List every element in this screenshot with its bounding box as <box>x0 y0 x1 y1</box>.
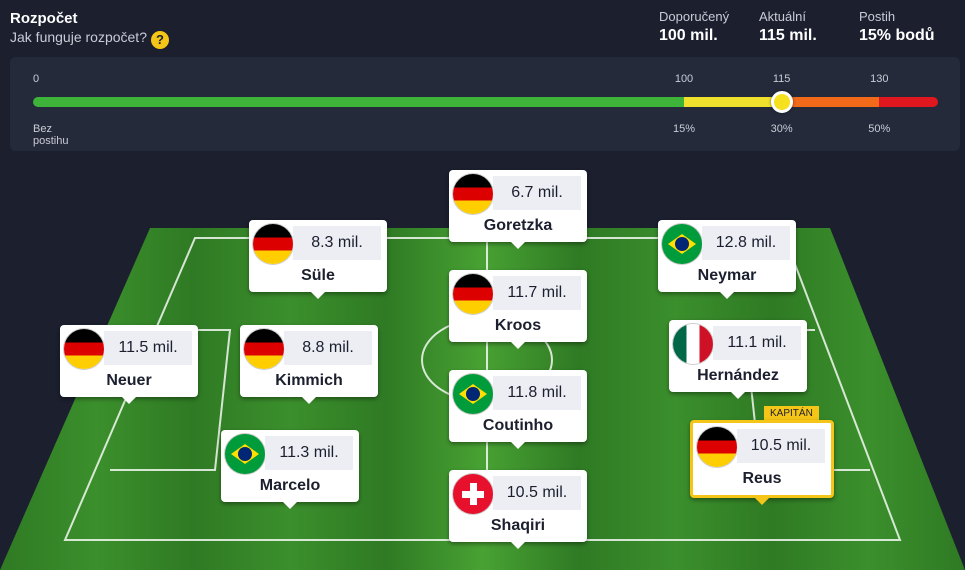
stat-value: 15% bodů <box>859 27 935 44</box>
player-card[interactable]: 6.7 mil. Goretzka <box>449 170 587 249</box>
flag <box>64 329 104 369</box>
flag <box>225 434 265 474</box>
player-card[interactable]: 11.7 mil. Kroos <box>449 270 587 349</box>
flag <box>662 224 702 264</box>
player-card[interactable]: 12.8 mil. Neymar <box>658 220 796 299</box>
player-card[interactable]: 10.5 mil. Reus <box>690 420 834 505</box>
budget-segment <box>879 97 938 107</box>
penalty-label: 15% <box>672 123 696 135</box>
price: 11.8 mil. <box>493 376 581 410</box>
price: 11.1 mil. <box>713 326 801 360</box>
player-name: Kroos <box>494 317 542 334</box>
stat: Postih 15% bodů <box>859 9 935 45</box>
budget-tick: 115 <box>772 73 791 85</box>
stat-label: Postih <box>859 9 896 24</box>
help-icon[interactable]: ? <box>150 31 169 49</box>
player-card[interactable]: 11.3 mil. Marcelo <box>221 430 359 509</box>
player-name: Reus <box>742 470 782 487</box>
player-name: Hernández <box>697 367 779 384</box>
flag <box>697 427 737 467</box>
price: 6.7 mil. <box>493 176 581 210</box>
player-name: Shaqiri <box>490 517 546 534</box>
price: 10.5 mil. <box>737 429 825 463</box>
flag <box>453 374 493 414</box>
budget-tick: 100 <box>674 73 694 85</box>
budget-segment <box>33 97 684 107</box>
player-name: Süle <box>301 267 335 284</box>
price: 11.5 mil. <box>104 331 192 365</box>
price: 10.5 mil. <box>493 476 581 510</box>
stat-label: Doporučený <box>659 9 730 24</box>
player-card[interactable]: 10.5 mil. Shaqiri <box>449 470 587 549</box>
player-name: Coutinho <box>482 417 554 434</box>
penalty-label: 30% <box>770 123 793 135</box>
stat: Aktuální 115 mil. <box>759 9 817 45</box>
budget-segment <box>684 97 782 107</box>
budget-tick: 0 <box>33 73 40 85</box>
price: 11.3 mil. <box>265 436 353 470</box>
player-card[interactable]: 8.3 mil. Süle <box>249 220 387 299</box>
player-name: Neymar <box>697 267 757 284</box>
flag <box>253 224 293 264</box>
budget-tick: 130 <box>870 73 889 85</box>
flag <box>453 474 493 514</box>
flag <box>673 324 713 364</box>
price: 11.7 mil. <box>493 276 581 310</box>
help-text[interactable]: Jak funguje rozpočet? <box>10 29 147 45</box>
help-link[interactable]: Jak funguje rozpočet?? <box>10 29 169 49</box>
flag <box>453 274 493 314</box>
player-card[interactable]: 11.5 mil. Neuer <box>60 325 198 404</box>
player-card[interactable]: 11.1 mil. Hernández <box>669 320 807 399</box>
stat-value: 100 mil. <box>659 27 718 44</box>
price: 8.3 mil. <box>293 226 381 260</box>
player-name: Kimmich <box>275 372 343 389</box>
penalty-label: Bez postihu <box>33 123 69 147</box>
player-name: Goretzka <box>483 217 553 234</box>
penalty-label: 50% <box>868 123 891 135</box>
captain-label: KAPITÁN <box>764 406 819 421</box>
price: 8.8 mil. <box>284 331 372 365</box>
budget-segment <box>781 97 880 107</box>
player-name: Neuer <box>106 372 152 389</box>
player-name: Marcelo <box>259 477 321 494</box>
player-card[interactable]: 8.8 mil. Kimmich <box>240 325 378 404</box>
price: 12.8 mil. <box>702 226 790 260</box>
flag <box>453 174 493 214</box>
stat: Doporučený 100 mil. <box>659 9 729 45</box>
flag <box>244 329 284 369</box>
player-card[interactable]: 11.8 mil. Coutinho <box>449 370 587 449</box>
stat-value: 115 mil. <box>759 27 817 44</box>
stat-label: Aktuální <box>759 9 806 24</box>
title: Rozpočet <box>10 10 78 27</box>
current-marker <box>770 91 793 113</box>
